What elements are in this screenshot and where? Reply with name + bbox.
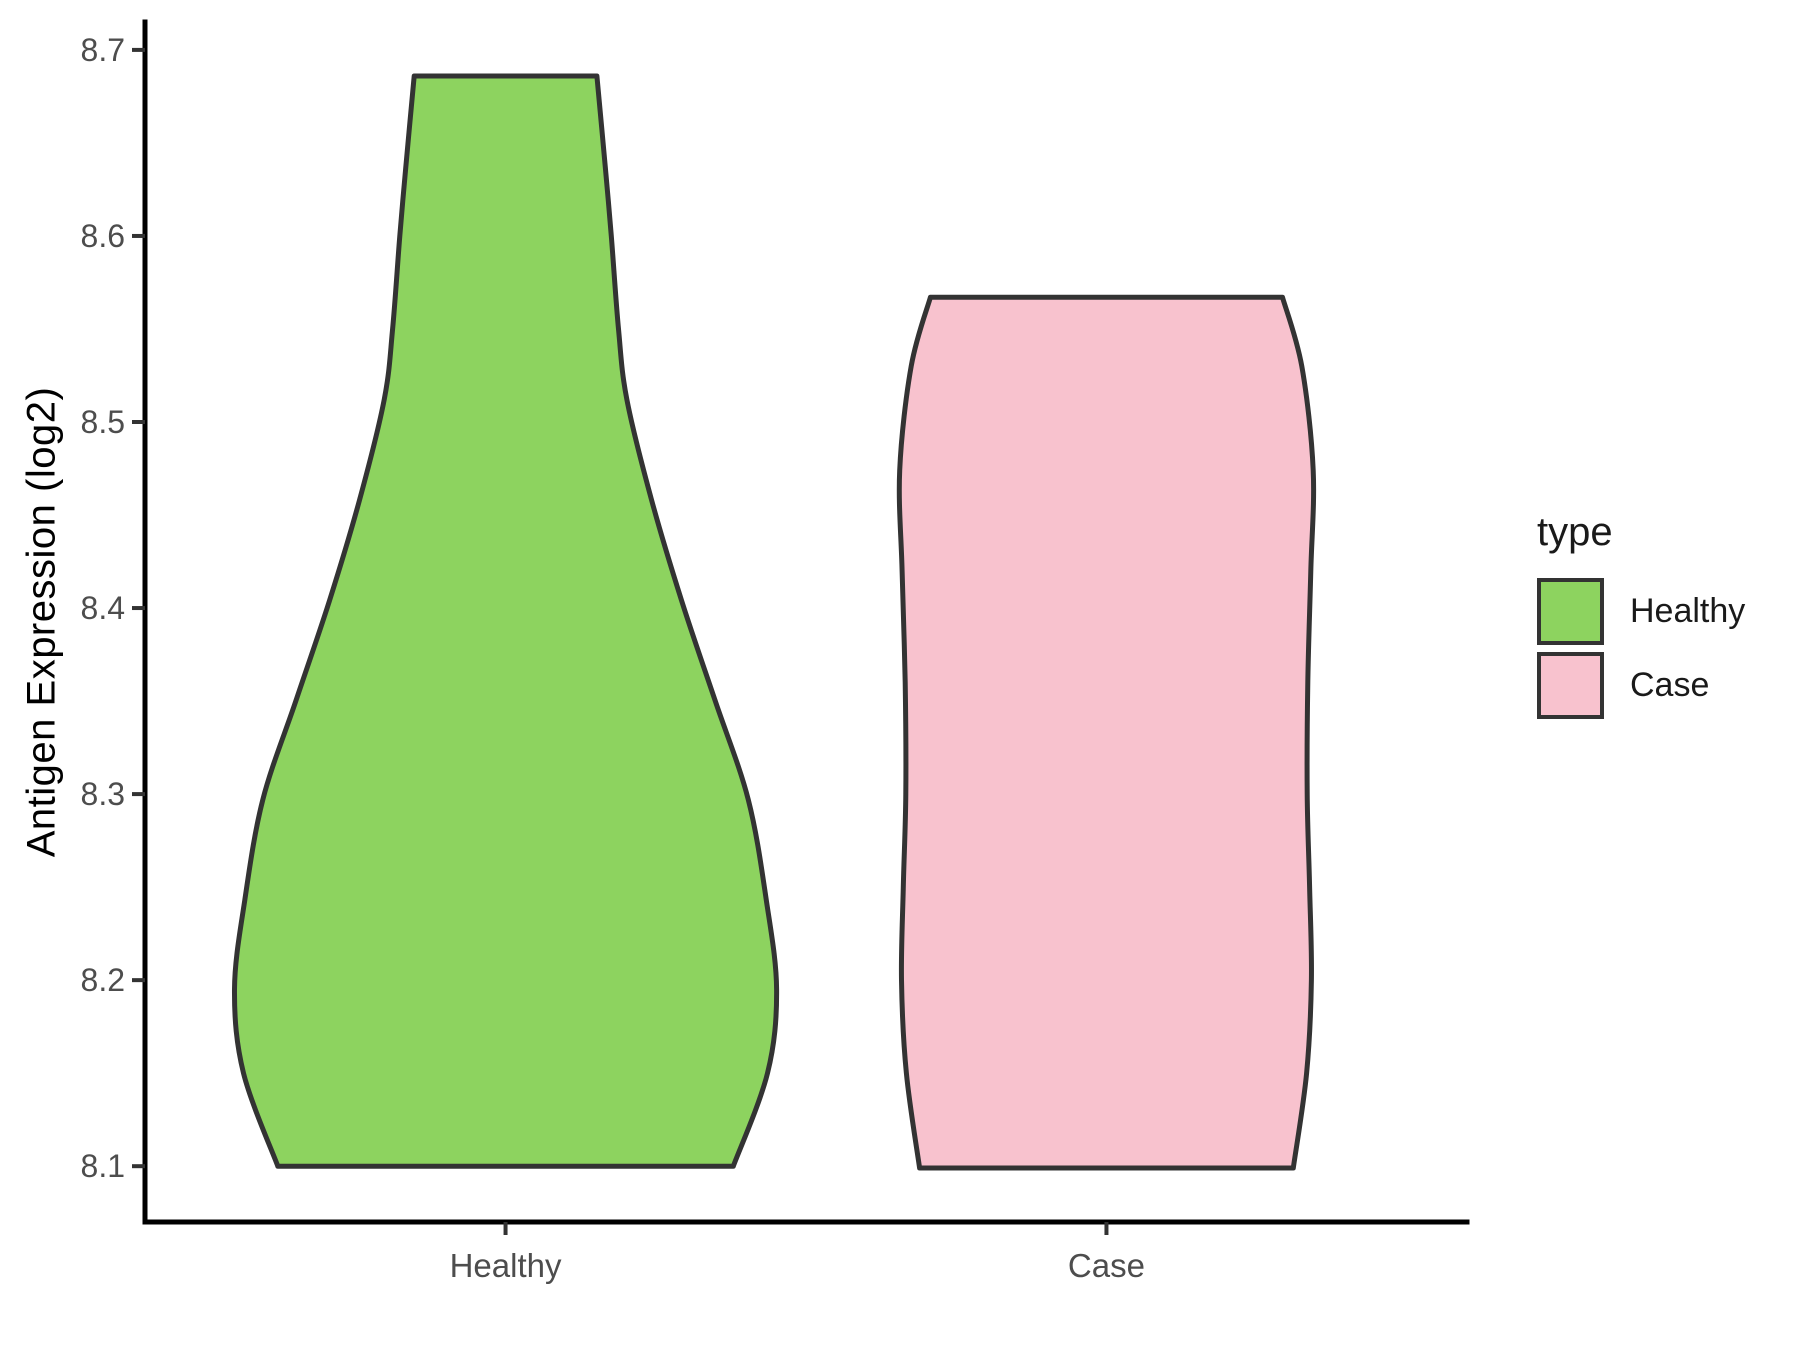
violin-healthy <box>231 73 780 1169</box>
legend-item-label: Case <box>1630 666 1710 704</box>
y-tick-label: 8.1 <box>81 1148 125 1184</box>
legend: type Healthy Case <box>1537 510 1745 719</box>
x-category-label: Healthy <box>450 1247 562 1284</box>
legend-title: type <box>1537 510 1613 554</box>
violin-case <box>896 294 1317 1171</box>
x-category-label: Case <box>1068 1247 1145 1284</box>
y-tick-label: 8.4 <box>81 590 125 626</box>
legend-item-label: Healthy <box>1630 592 1746 630</box>
legend-key-swatch <box>1537 652 1604 719</box>
y-axis-title: Antigen Expression (log2) <box>19 386 64 858</box>
y-tick-label: 8.6 <box>81 218 125 254</box>
y-tick-label: 8.3 <box>81 776 125 812</box>
legend-item: Healthy <box>1537 578 1745 645</box>
legend-item: Case <box>1537 652 1745 719</box>
y-tick-label: 8.7 <box>81 32 125 68</box>
y-tick-label: 8.2 <box>81 962 125 998</box>
y-tick-label: 8.5 <box>81 404 125 440</box>
legend-items: Healthy Case <box>1537 578 1745 719</box>
legend-key-swatch <box>1537 578 1604 645</box>
